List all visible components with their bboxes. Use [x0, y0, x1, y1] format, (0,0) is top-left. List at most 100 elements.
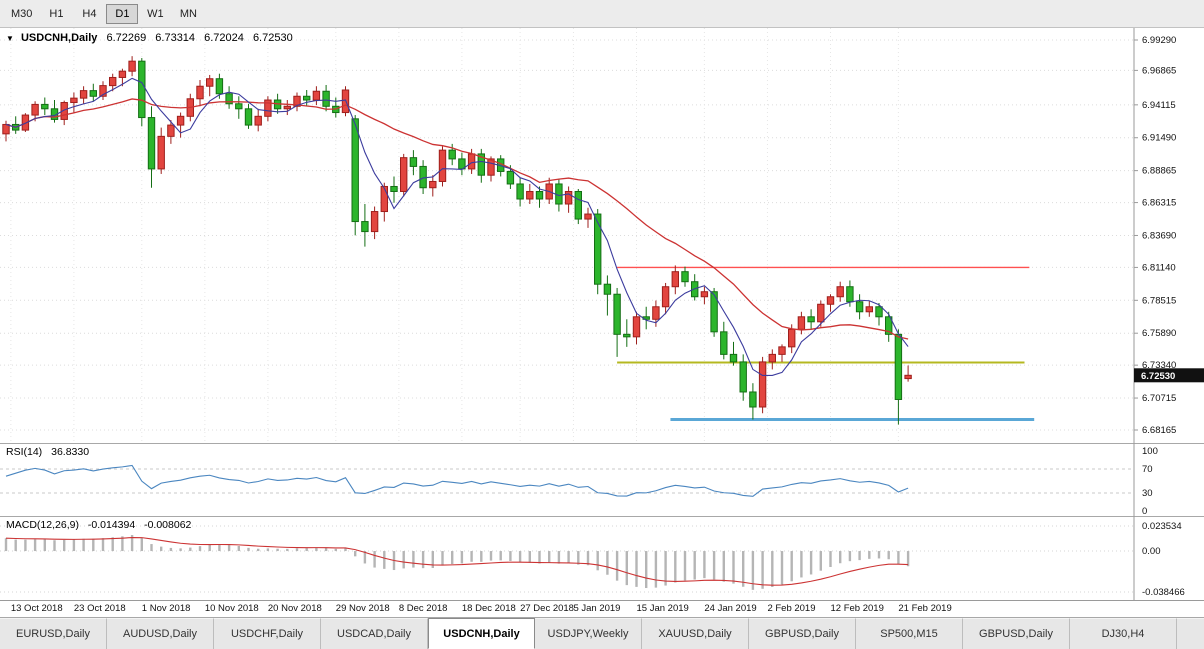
- time-axis-label: 1 Nov 2018: [141, 603, 191, 614]
- candle-body: [206, 78, 214, 87]
- chart-area[interactable]: 6.99290 6.96865 6.94115 6.91490 6.88865 6.863…: [0, 28, 1204, 600]
- symbol-tab-dj30[interactable]: DJ30,H4: [1070, 618, 1177, 649]
- price-axis-label: 6.70715: [1142, 393, 1176, 404]
- macd-indicator-label: MACD(12,26,9) -0.014394 -0.008062: [6, 519, 191, 531]
- candle-body: [594, 213, 602, 285]
- candle-body: [739, 361, 747, 393]
- candle-body: [826, 296, 835, 305]
- rsi-axis-label: 0: [1142, 506, 1147, 516]
- candle-body: [138, 60, 146, 119]
- candle-body: [351, 118, 359, 223]
- timeframe-button-w1[interactable]: W1: [139, 3, 172, 24]
- symbol-tab-audusd[interactable]: AUDUSD,Daily: [107, 618, 214, 649]
- candle-body: [128, 60, 136, 72]
- ohlc-low-value: 6.72024: [204, 32, 244, 44]
- candle-body: [836, 286, 844, 298]
- time-axis-label: 8 Dec 2018: [398, 603, 448, 614]
- macd-panel[interactable]: 0.023534 0.00 -0.038466: [0, 516, 1204, 600]
- price-axis-label: 6.78515: [1142, 295, 1176, 306]
- candle-body: [700, 291, 709, 298]
- rsi-panel[interactable]: 100 70 30 0: [0, 443, 1204, 516]
- candle-body: [681, 271, 689, 283]
- candle-body: [235, 103, 243, 110]
- symbol-tab-xauusd[interactable]: XAUUSD,Daily: [642, 618, 749, 649]
- symbol-tab-usdchf[interactable]: USDCHF,Daily: [214, 618, 321, 649]
- candle-body: [254, 115, 262, 126]
- symbol-tab-usdcad[interactable]: USDCAD,Daily: [321, 618, 428, 649]
- candle-body: [225, 93, 233, 105]
- candle-body: [79, 90, 88, 99]
- chart-title: ▼ USDCNH,Daily 6.72269 6.73314 6.72024 6…: [6, 32, 293, 44]
- price-axis-label: 6.91490: [1142, 133, 1176, 144]
- timeframe-button-h1[interactable]: H1: [40, 3, 73, 24]
- price-axis-label: 6.99290: [1142, 35, 1176, 46]
- candle-body: [380, 185, 389, 213]
- candle-body: [846, 286, 854, 303]
- candle-body: [875, 306, 883, 318]
- symbol-tab-eurusd[interactable]: EURUSD,Daily: [0, 618, 107, 649]
- candle-body: [817, 303, 825, 323]
- candle-body: [788, 328, 796, 348]
- candle-body: [584, 213, 592, 220]
- candle-body: [99, 85, 107, 97]
- symbol-tab-usdjpy[interactable]: USDJPY,Weekly: [535, 618, 642, 649]
- candle-body: [176, 115, 185, 126]
- candle-body: [865, 306, 873, 313]
- candle-body: [807, 316, 815, 323]
- grid-layer: [0, 28, 1134, 443]
- candle-body: [293, 95, 301, 107]
- candle-body: [758, 361, 767, 408]
- symbol-tab-usdcnh[interactable]: USDCNH,Daily: [428, 618, 535, 649]
- rsi-line: [5, 464, 909, 497]
- candle-body: [506, 170, 515, 185]
- time-axis[interactable]: 13 Oct 2018 23 Oct 2018 1 Nov 2018 10 Nov 2…: [0, 600, 1204, 617]
- price-axis-label: 6.86315: [1142, 198, 1176, 209]
- main-price-chart[interactable]: 6.99290 6.96865 6.94115 6.91490 6.88865 6.863…: [0, 28, 1204, 443]
- rsi-value: 36.8330: [51, 446, 90, 458]
- candle-body: [885, 316, 893, 335]
- candle-body: [671, 271, 679, 288]
- macd-axis-label: 0.023534: [1142, 521, 1182, 532]
- candle-body: [370, 211, 379, 233]
- candle-body: [516, 183, 524, 200]
- candle-body: [467, 153, 476, 170]
- candle-body: [157, 135, 165, 170]
- candle-body: [147, 117, 156, 170]
- candle-body: [894, 333, 903, 400]
- timeframe-button-mn[interactable]: MN: [172, 3, 205, 24]
- candle-body: [264, 99, 272, 117]
- price-axis-label: 6.94115: [1142, 100, 1176, 111]
- candle-body: [448, 149, 456, 160]
- symbol-tab-gbpusd[interactable]: GBPUSD,Daily: [749, 618, 856, 649]
- ma-slow-line: [5, 98, 909, 340]
- candle-body: [904, 374, 912, 380]
- timeframe-button-m30[interactable]: M30: [4, 3, 40, 24]
- symbol-tab-gbpusd[interactable]: GBPUSD,Daily: [963, 618, 1070, 649]
- candle-body: [632, 316, 641, 338]
- candle-body: [613, 293, 621, 335]
- symbol-tab-sp500[interactable]: SP500,M15: [856, 618, 963, 649]
- price-axis-label: 6.96865: [1142, 65, 1176, 76]
- time-axis-label: 20 Nov 2018: [267, 603, 322, 614]
- ohlc-high-value: 6.73314: [155, 32, 196, 44]
- candle-body: [652, 306, 660, 320]
- candle-body: [429, 180, 437, 189]
- candle-body: [603, 283, 612, 295]
- candle-body: [70, 97, 78, 104]
- macd-axis-label: 0.00: [1142, 546, 1161, 557]
- time-axis-label: 24 Jan 2019: [704, 603, 757, 614]
- timeframe-button-h4[interactable]: H4: [73, 3, 106, 24]
- price-axis[interactable]: 6.99290 6.96865 6.94115 6.91490 6.88865 6.863…: [1133, 28, 1176, 443]
- candle-body: [535, 190, 544, 200]
- candle-body: [89, 90, 97, 97]
- candle-body: [244, 108, 253, 126]
- candle-body: [487, 158, 495, 176]
- price-axis-label: 6.68165: [1142, 425, 1176, 436]
- candle-body: [720, 331, 728, 355]
- symbol-dropdown-icon[interactable]: ▼: [6, 34, 14, 43]
- rsi-indicator-label: RSI(14) 36.8330: [6, 446, 89, 458]
- candle-body: [419, 165, 427, 189]
- symbol-tab-tech100[interactable]: TECH100: [1177, 618, 1204, 649]
- timeframe-button-d1[interactable]: D1: [106, 3, 139, 24]
- candle-body: [118, 70, 127, 78]
